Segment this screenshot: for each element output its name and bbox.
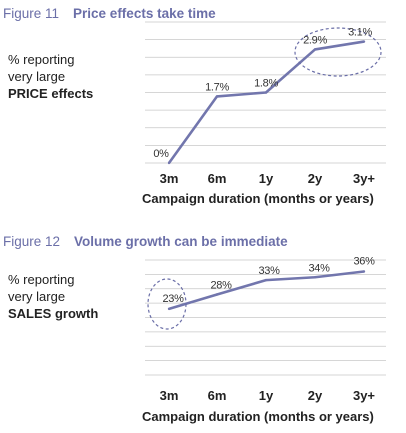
x-tick-label: 3m — [160, 388, 179, 403]
data-label: 2.9% — [303, 34, 327, 46]
figure-header: Figure 11 Price effects take time — [3, 6, 216, 21]
data-label: 23% — [162, 293, 184, 305]
y-axis-label-line: very large — [8, 289, 66, 304]
chart-plot: 23% 28% 33% 34% 36% 3m 6m 1y 2y 3y+ — [145, 256, 386, 403]
gridlines — [145, 259, 386, 376]
data-label: 0% — [153, 148, 169, 160]
data-point — [264, 91, 268, 94]
figure-title: Price effects take time — [73, 6, 216, 21]
data-label: 1.8% — [254, 78, 278, 90]
data-label: 3.1% — [348, 27, 372, 39]
y-axis-label: % reporting very large PRICE effects — [8, 51, 93, 102]
highlight-ellipse — [294, 27, 382, 77]
data-label: 36% — [353, 256, 375, 268]
figure-11: Figure 11 Price effects take time % repor… — [0, 0, 406, 216]
x-tick-label: 1y — [259, 388, 274, 403]
x-tick-label: 3y+ — [353, 388, 375, 403]
figure-number: Figure 11 — [3, 6, 60, 21]
figure-header: Figure 12 Volume growth can be immediate — [3, 234, 288, 249]
data-label: 28% — [210, 280, 232, 292]
x-axis-title: Campaign duration (months or years) — [142, 409, 374, 424]
data-point — [167, 161, 171, 165]
data-point — [313, 276, 317, 279]
highlight-ellipse — [147, 278, 187, 330]
x-tick-label: 1y — [259, 171, 274, 186]
y-axis-label-line: very large — [8, 69, 66, 84]
y-axis-label-emphasis: PRICE effects — [8, 86, 94, 101]
y-axis-label-line: SALES growth — [8, 305, 98, 322]
data-point — [215, 293, 219, 296]
y-axis-label-emphasis: SALES growth — [8, 306, 99, 321]
chart-plot: 0% 1.7% 1.8% 2.9% 3.1% 3m 6m 1y 2y 3y+ — [145, 21, 386, 186]
data-point — [313, 48, 317, 51]
data-point — [167, 307, 171, 311]
data-point — [264, 278, 268, 282]
x-tick-label: 6m — [208, 388, 227, 403]
data-label: 33% — [258, 265, 280, 277]
data-point — [362, 40, 366, 43]
data-label: 34% — [308, 262, 330, 274]
data-point — [362, 270, 366, 273]
x-axis-title: Campaign duration (months or years) — [142, 191, 374, 206]
figure-title: Volume growth can be immediate — [74, 234, 288, 249]
y-axis-label-line: PRICE effects — [8, 85, 93, 102]
x-tick-label: 3y+ — [353, 171, 375, 186]
y-axis-label-line: % reporting — [8, 52, 75, 67]
data-point — [215, 95, 219, 98]
figure-number: Figure 12 — [3, 234, 61, 249]
figure-12: Figure 12 Volume growth can be immediate … — [0, 228, 406, 433]
y-axis-label-line: % reporting — [8, 272, 75, 287]
x-tick-label: 6m — [208, 171, 227, 186]
x-tick-label: 2y — [308, 171, 323, 186]
x-tick-label: 3m — [160, 171, 179, 186]
series-line — [167, 40, 365, 164]
y-axis-label: % reporting very large SALES growth — [8, 271, 98, 322]
data-label: 1.7% — [205, 81, 229, 93]
x-tick-label: 2y — [308, 388, 323, 403]
